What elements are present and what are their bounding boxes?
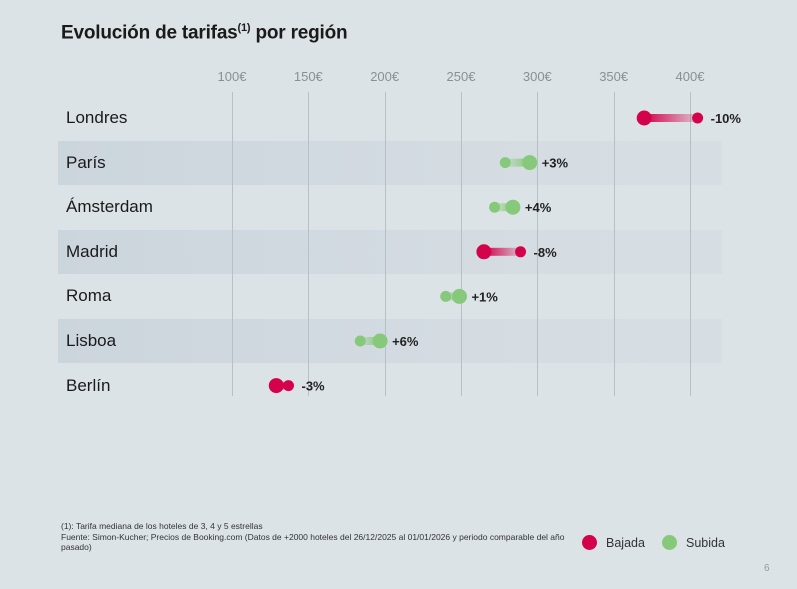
change-label: +6% — [392, 334, 419, 349]
connector-bar — [505, 158, 530, 167]
gridline — [690, 92, 691, 396]
x-tick-label: 300€ — [522, 69, 552, 84]
current-value-dot — [268, 378, 284, 394]
page-number: 6 — [764, 563, 770, 574]
previous-value-dot — [499, 157, 511, 169]
current-value-dot — [372, 333, 388, 349]
legend-swatch-decrease — [582, 535, 597, 550]
footnote-source: Fuente: Simon-Kucher; Precios de Booking… — [61, 531, 565, 553]
current-value-dot — [522, 155, 538, 171]
connector-bar — [483, 247, 521, 256]
previous-value-dot — [354, 335, 366, 347]
category-label: Londres — [66, 108, 128, 127]
footnote: (1): Tarifa mediana de los hoteles de 3,… — [61, 521, 571, 553]
change-label: -8% — [534, 245, 558, 260]
row-band — [58, 319, 722, 363]
legend-label-increase: Subida — [686, 535, 725, 550]
category-label: París — [66, 152, 106, 172]
previous-value-dot — [489, 201, 501, 213]
change-label: -3% — [301, 379, 325, 394]
gridline — [308, 92, 309, 396]
current-value-dot — [451, 288, 467, 304]
current-value-dot — [476, 244, 492, 260]
x-tick-label: 400€ — [675, 69, 705, 84]
x-tick-label: 150€ — [293, 69, 323, 84]
previous-value-dot — [515, 246, 527, 258]
footnote-line-1: (1): Tarifa mediana de los hoteles de 3,… — [61, 521, 263, 531]
change-label: +4% — [525, 200, 552, 215]
gridline — [461, 92, 462, 396]
current-value-dot — [636, 110, 652, 126]
connector-bar — [644, 114, 698, 122]
gridline — [385, 92, 386, 396]
x-tick-label: 200€ — [370, 69, 400, 84]
change-label: +1% — [471, 289, 498, 304]
previous-value-dot — [440, 290, 452, 302]
gridline — [537, 92, 538, 396]
gridline — [614, 92, 615, 396]
x-tick-label: 250€ — [446, 69, 476, 84]
legend-label-decrease: Bajada — [606, 535, 645, 550]
x-tick-label: 350€ — [599, 69, 629, 84]
row-band — [58, 229, 722, 274]
legend-item-increase: Subida — [662, 535, 725, 550]
gridline — [232, 92, 233, 396]
legend-swatch-increase — [662, 535, 677, 550]
previous-value-dot — [282, 380, 294, 392]
change-label: +3% — [542, 156, 569, 171]
current-value-dot — [505, 199, 521, 215]
legend-item-decrease: Bajada — [582, 535, 645, 550]
row-band — [58, 140, 722, 185]
x-tick-label: 100€ — [217, 69, 247, 84]
connector-bar — [360, 337, 381, 345]
previous-value-dot — [692, 112, 704, 124]
change-label: -10% — [711, 111, 742, 126]
category-label: Berlín — [66, 375, 111, 395]
connector-bar — [494, 203, 513, 212]
category-label: Lisboa — [66, 331, 117, 350]
category-label: Madrid — [66, 241, 118, 261]
category-label: Ámsterdam — [66, 197, 153, 217]
category-label: Roma — [66, 286, 112, 306]
chart-title: Evolución de tarifas(1) por región — [61, 22, 348, 44]
